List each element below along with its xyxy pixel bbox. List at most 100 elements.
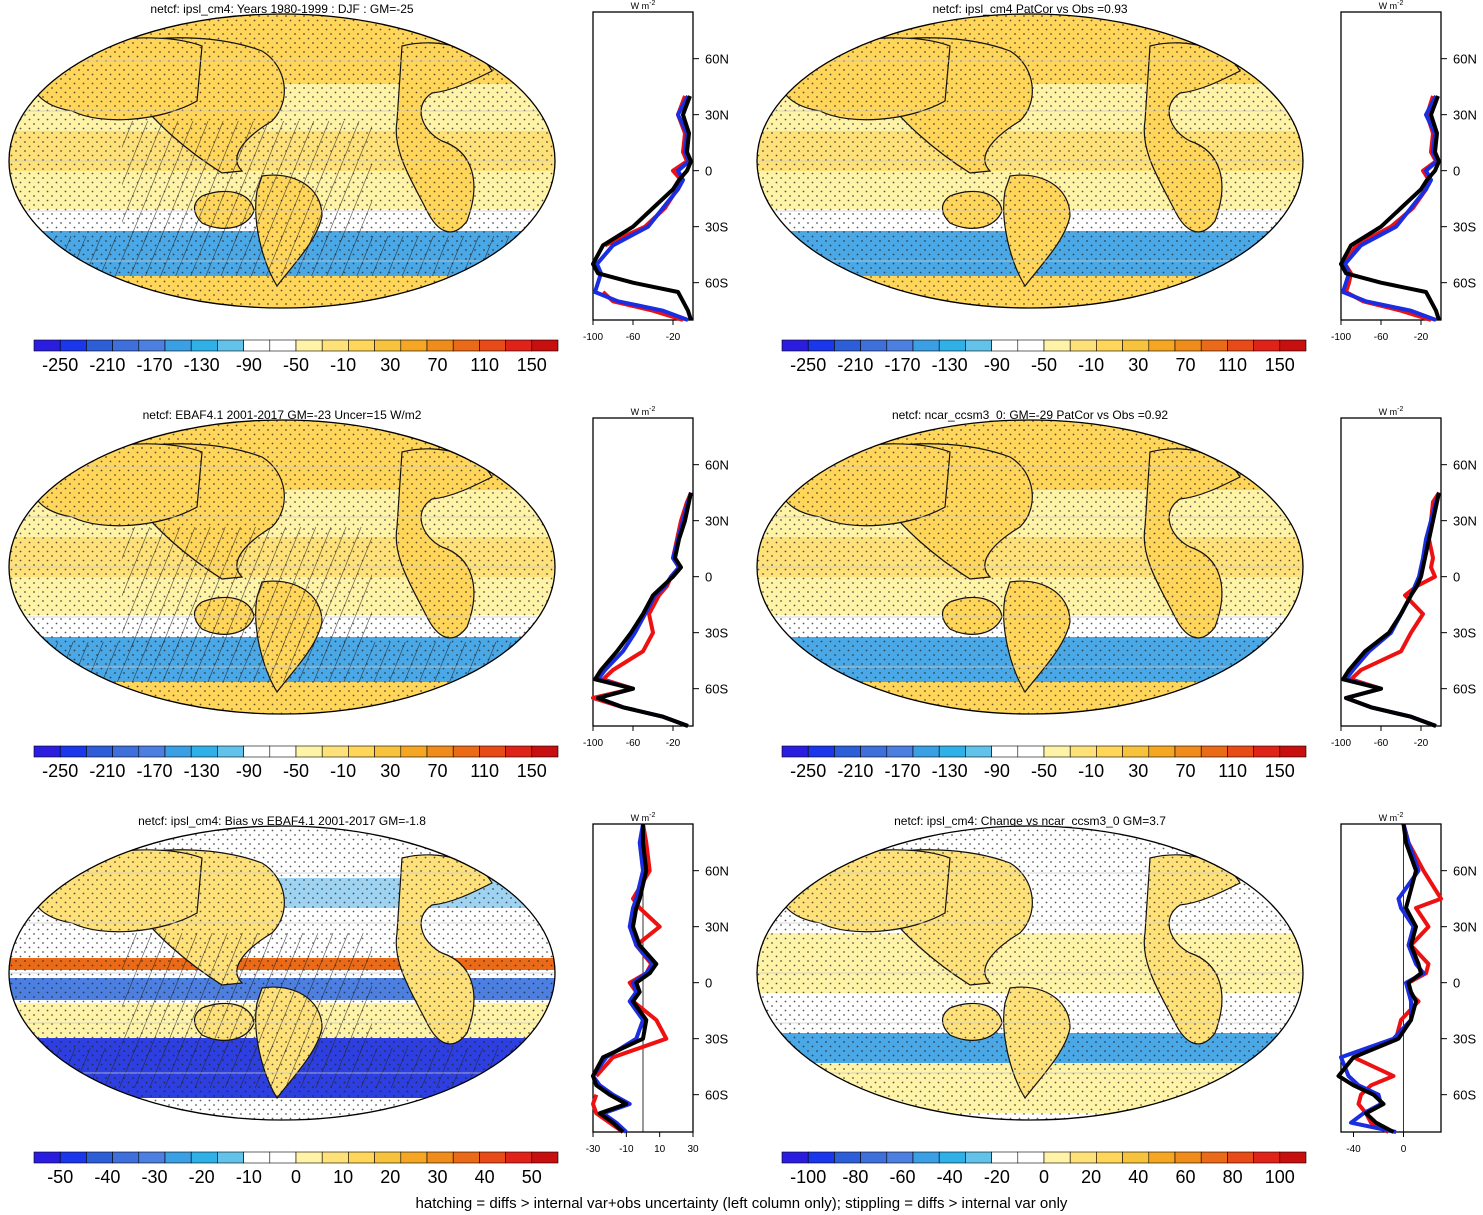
colorbar-tick-label: 30 <box>427 1167 447 1187</box>
profile-frame <box>592 11 694 321</box>
colorbar-cell <box>965 745 992 758</box>
colorbar-cell <box>912 1151 940 1164</box>
colorbar-tick-label: 150 <box>517 761 547 781</box>
colorbar-cell <box>834 339 861 352</box>
profile-frame <box>1340 11 1442 321</box>
colorbar-cell <box>1122 339 1150 352</box>
colorbar-tick-label: 70 <box>1175 355 1195 375</box>
colorbar-cell <box>138 339 166 352</box>
colorbar-tick-label: -210 <box>89 761 125 781</box>
profile-ytick-label: 60S <box>705 276 728 291</box>
colorbar-tick-label: -100 <box>790 1167 826 1187</box>
colorbar-cell <box>217 339 244 352</box>
colorbar-cell <box>479 339 506 352</box>
profile-ytick-label: 60N <box>1453 52 1477 67</box>
map-field <box>757 14 1303 308</box>
colorbar-tick-label: -250 <box>42 761 78 781</box>
profile-ytick-label: 0 <box>1453 976 1460 991</box>
hatching-overlay <box>122 527 372 647</box>
colorbar-cell <box>938 745 966 758</box>
panel-2: netcf: ipsl_cm4 PatCor vs Obs =0.93-250-… <box>756 0 1477 375</box>
colorbar-cell <box>807 1151 835 1164</box>
colorbar-cell <box>1122 745 1150 758</box>
colorbar-cell <box>834 1151 861 1164</box>
profile-ytick-label: 30N <box>705 514 729 529</box>
colorbar-tick-label: 30 <box>1128 355 1148 375</box>
colorbar-tick-label: 40 <box>475 1167 495 1187</box>
colorbar-tick-label: -90 <box>236 355 262 375</box>
profile-unit-label: W m-2 <box>631 812 656 823</box>
colorbar-cell <box>269 339 297 352</box>
profile-ytick-label: 30S <box>705 220 728 235</box>
colorbar-tick-label: 100 <box>1265 1167 1295 1187</box>
colorbar-cell <box>112 745 140 758</box>
colorbar-cell <box>965 339 992 352</box>
profile-black-line <box>1341 492 1441 728</box>
colorbar-cell <box>348 339 375 352</box>
colorbar-cell <box>860 1151 888 1164</box>
colorbar-tick-label: 70 <box>1175 761 1195 781</box>
colorbar-tick-label: 0 <box>1039 1167 1049 1187</box>
colorbar-cell <box>86 745 113 758</box>
colorbar-cell <box>531 339 559 352</box>
colorbar-cell <box>374 1151 402 1164</box>
profile-xtick-label: -60 <box>626 332 641 343</box>
colorbar-cell <box>1043 745 1071 758</box>
colorbar-cell <box>400 1151 428 1164</box>
panel-title: netcf: ipsl_cm4: Years 1980-1999 : DJF :… <box>150 2 413 16</box>
colorbar-cell <box>190 339 218 352</box>
profile-xtick-label: -100 <box>583 738 603 749</box>
colorbar-tick-label: -130 <box>932 761 968 781</box>
colorbar-tick-label: 40 <box>1128 1167 1148 1187</box>
colorbar-tick-label: 110 <box>1218 761 1247 781</box>
colorbar-tick-label: -170 <box>137 355 173 375</box>
colorbar-tick-label: -20 <box>189 1167 215 1187</box>
colorbar-tick-label: -50 <box>47 1167 73 1187</box>
colorbar-cell <box>1227 1151 1254 1164</box>
colorbar-tick-label: 110 <box>1218 355 1247 375</box>
profile-ytick-label: 60S <box>705 682 728 697</box>
map-field <box>757 420 1303 714</box>
colorbar-cell <box>1200 745 1228 758</box>
colorbar-cell <box>965 1151 992 1164</box>
profile-ytick-label: 60N <box>1453 864 1477 879</box>
colorbar-tick-label: -10 <box>1078 355 1104 375</box>
profile-unit-label: W m-2 <box>631 406 656 417</box>
colorbar-cell <box>505 1151 533 1164</box>
colorbar-cell <box>269 1151 297 1164</box>
colorbar-cell <box>269 745 297 758</box>
colorbar-cell <box>321 1151 349 1164</box>
panel-1: netcf: ipsl_cm4: Years 1980-1999 : DJF :… <box>8 0 729 375</box>
colorbar-cell <box>321 339 349 352</box>
colorbar-tick-label: -170 <box>885 355 921 375</box>
profile-ytick-label: 0 <box>705 164 712 179</box>
hatching-overlay <box>9 642 555 682</box>
profile-unit-label: W m-2 <box>1379 406 1404 417</box>
profile-ytick-label: 60N <box>705 52 729 67</box>
profile-black-line <box>591 824 659 1134</box>
hatching-overlay <box>122 933 372 1053</box>
profile-xtick-label: -100 <box>1331 332 1351 343</box>
colorbar-cell <box>426 339 454 352</box>
panel-title: netcf: ipsl_cm4: Change vs ncar_ccsm3_0 … <box>894 814 1166 828</box>
colorbar-tick-label: 10 <box>333 1167 353 1187</box>
profile-xtick-label: 0 <box>1401 1144 1407 1155</box>
hatching-overlay <box>122 121 372 241</box>
profile-black-line <box>591 95 693 321</box>
profile-xtick-label: -100 <box>583 332 603 343</box>
colorbar-cell <box>505 339 533 352</box>
colorbar-cell <box>217 1151 244 1164</box>
colorbar-cell <box>1174 745 1202 758</box>
profile-ytick-label: 0 <box>705 570 712 585</box>
colorbar-tick-label: 0 <box>291 1167 301 1187</box>
colorbar-cell <box>991 1151 1019 1164</box>
colorbar-tick-label: -40 <box>94 1167 120 1187</box>
colorbar-tick-label: -250 <box>790 355 826 375</box>
colorbar-tick-label: 30 <box>380 355 400 375</box>
profile-black-line <box>1339 95 1441 321</box>
profile-black-line <box>1336 823 1423 1134</box>
colorbar-tick-label: 150 <box>517 355 547 375</box>
profile-xtick-label: -60 <box>1374 332 1389 343</box>
colorbar-tick-label: -20 <box>984 1167 1010 1187</box>
